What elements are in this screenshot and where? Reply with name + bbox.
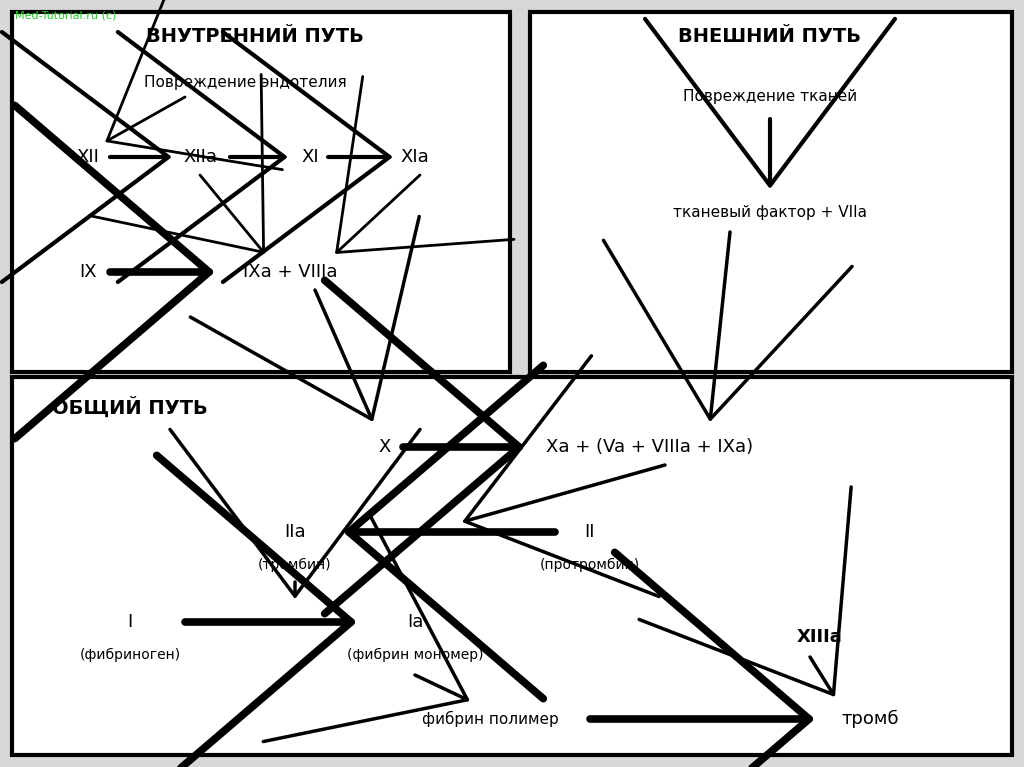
Text: (фибрин мономер): (фибрин мономер) bbox=[347, 648, 483, 662]
Text: IIa: IIa bbox=[285, 523, 306, 541]
Text: XIIIa: XIIIa bbox=[797, 628, 843, 646]
Text: Повреждение эндотелия: Повреждение эндотелия bbox=[143, 74, 346, 90]
Text: фибрин полимер: фибрин полимер bbox=[422, 711, 558, 727]
Text: IXa + VIIIa: IXa + VIIIa bbox=[243, 263, 337, 281]
Bar bbox=[12, 12, 510, 372]
Text: XI: XI bbox=[301, 148, 318, 166]
Text: ВНУТРЕННИЙ ПУТЬ: ВНУТРЕННИЙ ПУТЬ bbox=[146, 28, 364, 47]
Text: Повреждение тканей: Повреждение тканей bbox=[683, 90, 857, 104]
Text: IX: IX bbox=[79, 263, 97, 281]
Text: (протромбин): (протромбин) bbox=[540, 558, 640, 572]
Text: Ia: Ia bbox=[407, 613, 423, 631]
Text: XII: XII bbox=[77, 148, 99, 166]
Bar bbox=[530, 12, 1012, 372]
Text: X: X bbox=[379, 438, 391, 456]
Text: Xa + (Va + VIIIa + IXa): Xa + (Va + VIIIa + IXa) bbox=[547, 438, 754, 456]
Text: Med-Tutorial.ru (c): Med-Tutorial.ru (c) bbox=[15, 10, 117, 20]
Text: (тромбин): (тромбин) bbox=[258, 558, 332, 572]
Text: тромб: тромб bbox=[841, 710, 899, 728]
Text: тканевый фактор + VIIa: тканевый фактор + VIIa bbox=[673, 205, 867, 219]
Text: ОБЩИЙ ПУТЬ: ОБЩИЙ ПУТЬ bbox=[52, 397, 208, 417]
Text: (фибриноген): (фибриноген) bbox=[80, 648, 180, 662]
Bar bbox=[12, 377, 1012, 755]
Text: XIIa: XIIa bbox=[183, 148, 217, 166]
Text: ВНЕШНИЙ ПУТЬ: ВНЕШНИЙ ПУТЬ bbox=[679, 28, 861, 47]
Text: I: I bbox=[127, 613, 133, 631]
Text: II: II bbox=[585, 523, 595, 541]
Text: XIa: XIa bbox=[400, 148, 429, 166]
